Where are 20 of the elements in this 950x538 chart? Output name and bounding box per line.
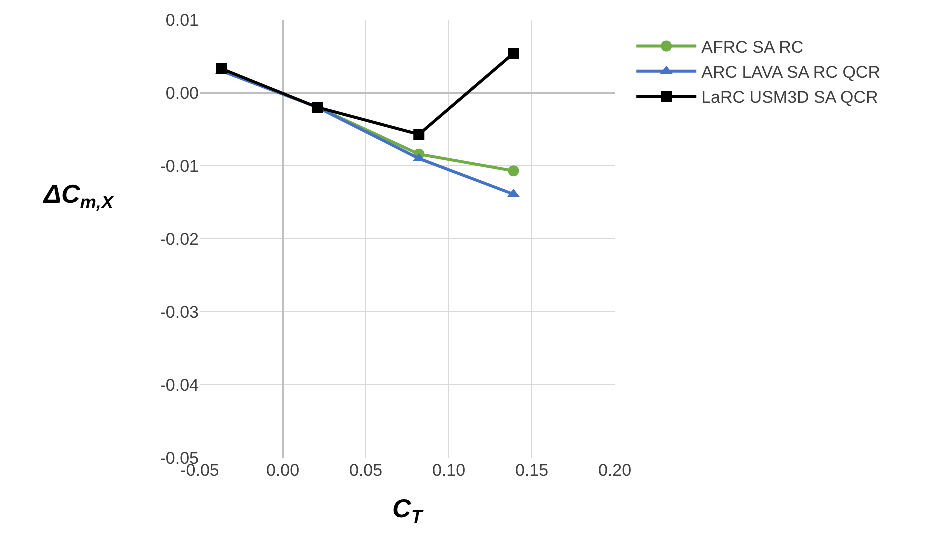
x-tick-label: 0.15 xyxy=(515,461,549,480)
y-axis-title: ΔC$_{m,X}$ xyxy=(43,179,116,212)
point xyxy=(508,166,520,177)
y-tick-label: 0.01 xyxy=(166,10,199,30)
y-tick-label: -0.02 xyxy=(160,230,199,249)
point xyxy=(216,63,228,74)
x-tick-label: 0.20 xyxy=(598,461,632,480)
x-tick-label: 0.00 xyxy=(266,461,300,480)
legend-label: ARC LAVA SA RC QCR xyxy=(702,63,880,82)
y-tick-label: -0.03 xyxy=(160,302,199,322)
y-tick-label: 0.00 xyxy=(166,84,199,103)
legend-label: LaRC USM3D SA QCR xyxy=(702,88,878,108)
legend-label: AFRC SA RC xyxy=(702,38,804,57)
point xyxy=(414,129,425,140)
y-tick-label: -0.04 xyxy=(160,376,199,395)
x-tick-label: 0.10 xyxy=(432,461,466,480)
x-tick-label: 0.05 xyxy=(349,461,383,480)
y-tick-label: -0.01 xyxy=(160,156,199,176)
x-axis-title: C$_{T}$ xyxy=(392,494,424,528)
point xyxy=(508,48,520,60)
